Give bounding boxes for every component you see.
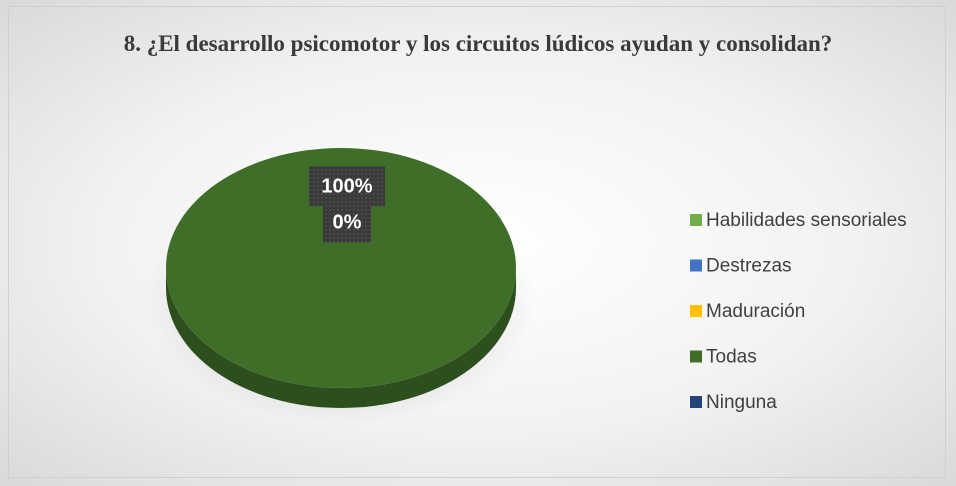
data-label-box [323,202,371,243]
pie-side [166,268,516,408]
legend-swatch [690,396,702,408]
legend-label: Maduración [706,301,805,322]
legend-swatch [690,350,702,363]
data-label-box [309,166,385,207]
legend-label: Ninguna [706,392,777,413]
pie-slice [166,148,516,388]
data-label: 0% [333,212,362,234]
legend-swatch [690,259,702,272]
legend-label: Habilidades sensoriales [706,210,907,231]
chart-title: 8. ¿El desarrollo psicomotor y los circu… [123,31,833,56]
chart-border [8,6,946,478]
legend-swatch [690,214,702,226]
legend-swatch [690,305,702,317]
data-label: 100% [321,176,372,198]
legend-label: Destrezas [706,256,792,277]
legend-label: Todas [706,347,757,368]
